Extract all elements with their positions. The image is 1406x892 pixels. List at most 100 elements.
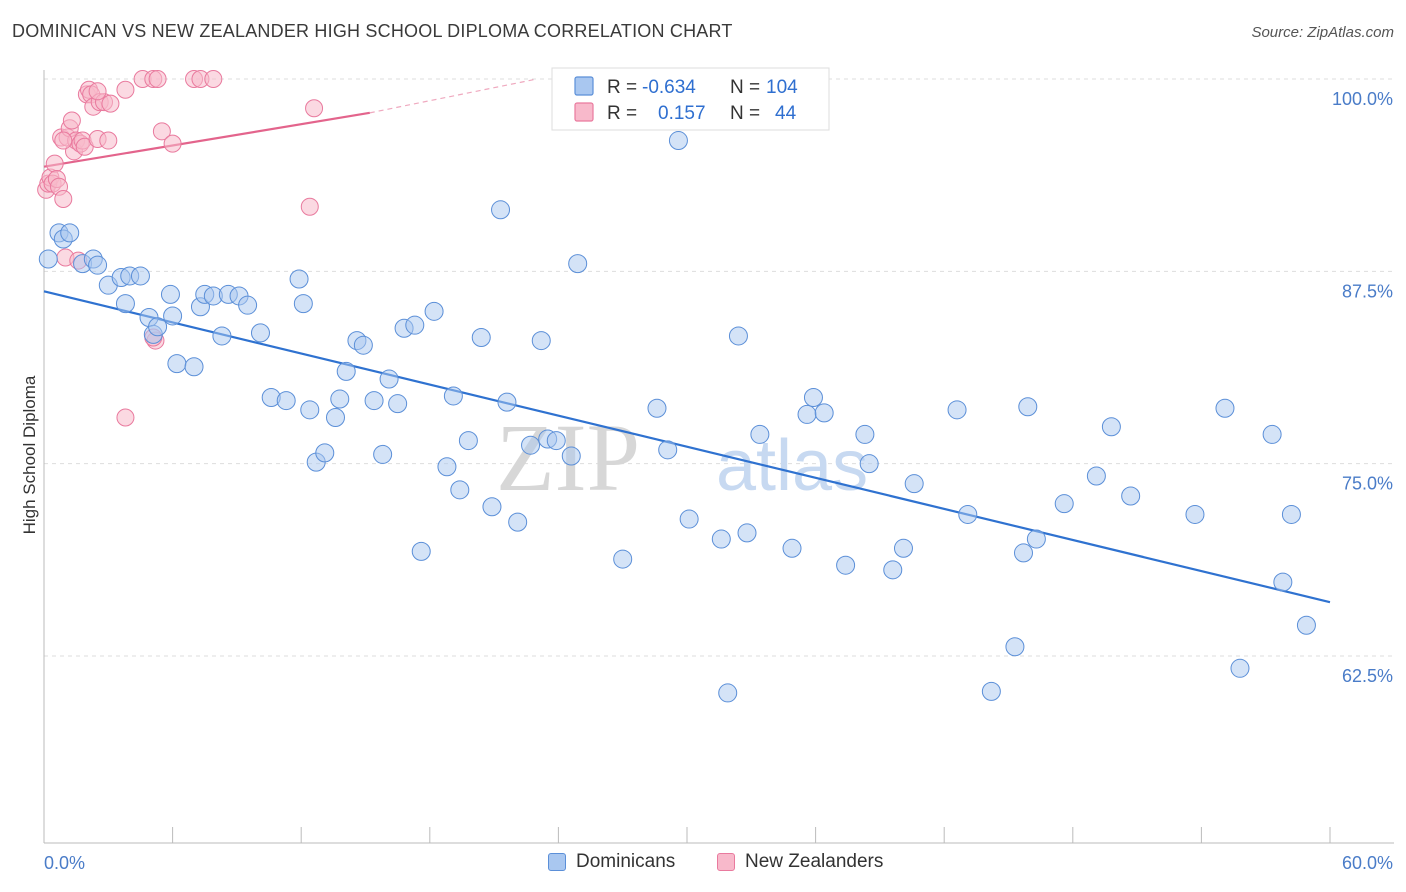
chart-title: DOMINICAN VS NEW ZEALANDER HIGH SCHOOL D… bbox=[12, 21, 733, 41]
new-zealander-point bbox=[54, 131, 73, 150]
dominican-point bbox=[437, 457, 457, 477]
dominican-point bbox=[1262, 424, 1282, 444]
dominican-point bbox=[315, 443, 335, 463]
dominican-point bbox=[148, 317, 168, 337]
dominican-point bbox=[458, 431, 478, 451]
dominican-point bbox=[855, 424, 875, 444]
dominican-point bbox=[250, 323, 270, 343]
new-zealander-point bbox=[148, 70, 167, 88]
dominican-point bbox=[212, 326, 232, 346]
tick-labels: 62.5% 75.0% 87.5% 100.0% 0.0% 60.0% bbox=[44, 89, 1393, 873]
dominican-point bbox=[521, 435, 541, 455]
dominican-point bbox=[797, 404, 817, 424]
dominican-point bbox=[1018, 397, 1038, 417]
new-zealander-point bbox=[99, 131, 118, 150]
legend-bottom: Dominicans New Zealanders bbox=[0, 851, 1406, 877]
dominican-point bbox=[1026, 529, 1046, 549]
dominican-point bbox=[1296, 615, 1316, 635]
dominican-point bbox=[613, 549, 633, 569]
dominican-point bbox=[947, 400, 967, 420]
dominican-point bbox=[60, 223, 80, 243]
legend-label-new-zealanders: New Zealanders bbox=[745, 851, 884, 872]
dominican-point bbox=[405, 315, 425, 335]
dominican-point bbox=[1230, 658, 1250, 678]
dominican-point bbox=[364, 391, 384, 411]
dominican-point bbox=[1005, 637, 1025, 657]
watermark-atlas: atlas bbox=[716, 426, 868, 506]
new-zealander-point bbox=[163, 134, 182, 153]
legend-label-dominicans: Dominicans bbox=[576, 851, 676, 872]
dominican-point bbox=[160, 284, 180, 304]
dominican-point bbox=[497, 392, 517, 412]
dominican-point bbox=[88, 255, 108, 275]
legend-item-dominicans[interactable]: Dominicans bbox=[548, 851, 675, 873]
dominican-point bbox=[546, 431, 566, 451]
trend-lines bbox=[43, 78, 1331, 604]
legend-r-value-pink: 0.157 bbox=[658, 103, 706, 124]
dominicans-swatch bbox=[548, 853, 566, 871]
new-zealander-point bbox=[45, 154, 64, 173]
new-zealander-point bbox=[54, 190, 73, 209]
legend-top: R = -0.634 N = 104 R = 0.157 N = 44 bbox=[551, 67, 830, 131]
source-credit: Source: ZipAtlas.com bbox=[1251, 24, 1394, 41]
dominican-point bbox=[300, 400, 320, 420]
dominican-point bbox=[904, 474, 924, 494]
dominican-point bbox=[981, 681, 1001, 701]
legend-r-label-blue: R = bbox=[607, 77, 637, 98]
dominican-point bbox=[782, 538, 802, 558]
dominican-point bbox=[471, 327, 491, 347]
dominican-point bbox=[115, 294, 135, 314]
dominican-point bbox=[728, 326, 748, 346]
dominican-point bbox=[1121, 486, 1141, 506]
new-zealander-point bbox=[116, 408, 135, 427]
dominican-point bbox=[814, 403, 834, 423]
dominicans-trend-line bbox=[43, 290, 1331, 604]
dominican-point bbox=[450, 480, 470, 500]
dominican-point bbox=[289, 269, 309, 289]
dominican-point bbox=[718, 683, 738, 703]
legend-n-label-pink: N = bbox=[730, 103, 760, 124]
y-tick-label: 100.0% bbox=[1332, 89, 1393, 109]
dominican-point bbox=[336, 361, 356, 381]
dominican-point bbox=[1273, 572, 1293, 592]
new-zealanders-trend-line bbox=[43, 111, 370, 168]
dominican-point bbox=[561, 446, 581, 466]
legend-swatch-blue bbox=[574, 76, 594, 96]
dominican-point bbox=[379, 369, 399, 389]
dominican-point bbox=[293, 294, 313, 314]
dominican-point bbox=[163, 306, 183, 326]
legend-swatch-pink bbox=[574, 102, 594, 122]
new-zealander-point bbox=[305, 99, 324, 118]
legend-n-value-blue: 104 bbox=[766, 77, 798, 98]
dominican-point bbox=[803, 388, 823, 408]
legend-box bbox=[551, 67, 830, 131]
dominican-point bbox=[859, 454, 879, 474]
new-zealander-point bbox=[152, 122, 171, 141]
dominican-point bbox=[411, 541, 431, 561]
new-zealanders-trend-extension bbox=[369, 78, 538, 114]
dominican-point bbox=[167, 354, 187, 374]
dominican-points bbox=[38, 69, 1316, 703]
dominican-point bbox=[184, 357, 204, 377]
dominican-point bbox=[647, 398, 667, 418]
legend-item-new-zealanders[interactable]: New Zealanders bbox=[717, 851, 883, 873]
dominican-point bbox=[1054, 494, 1074, 514]
dominican-point bbox=[330, 389, 350, 409]
dominican-point bbox=[238, 295, 258, 315]
dominican-point bbox=[883, 560, 903, 580]
new-zealander-point bbox=[300, 197, 319, 216]
dominican-point bbox=[836, 555, 856, 575]
dominican-point bbox=[1101, 417, 1121, 437]
dominican-point bbox=[531, 331, 551, 351]
dominican-point bbox=[1281, 504, 1301, 524]
new-zealander-points bbox=[37, 70, 324, 427]
dominican-point bbox=[482, 497, 502, 517]
dominican-point bbox=[1185, 504, 1205, 524]
dominican-point bbox=[568, 254, 588, 274]
dominican-point bbox=[958, 504, 978, 524]
dominican-point bbox=[893, 538, 913, 558]
dominican-point bbox=[668, 131, 688, 151]
dominican-point bbox=[711, 529, 731, 549]
legend-n-label-blue: N = bbox=[730, 77, 760, 98]
